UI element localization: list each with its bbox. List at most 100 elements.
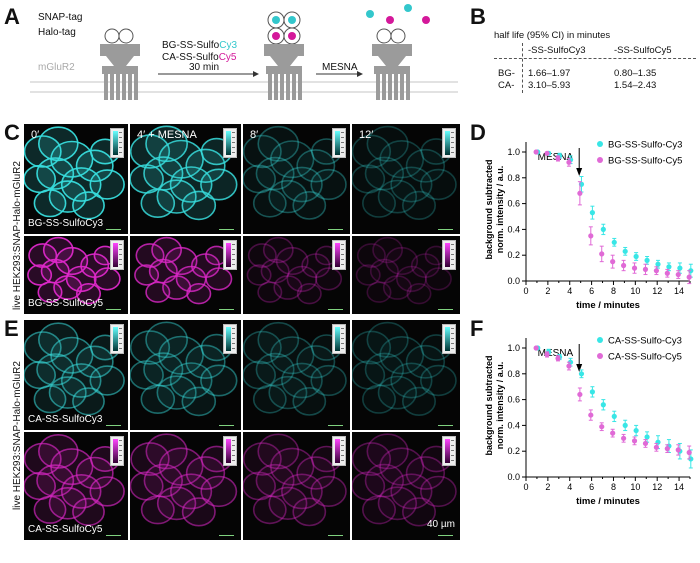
scale-bar (219, 229, 234, 230)
data-point-ca-ss-sulfo-cy5 (664, 446, 670, 452)
timepoint-label-2: 8′ (250, 129, 259, 141)
data-point-ca-ss-sulfo-cy3 (633, 427, 639, 434)
x-tick-label: 2 (545, 286, 550, 296)
reagent-bg-suffix: Cy3 (219, 40, 238, 51)
schematic-drawing (30, 4, 458, 100)
scale-bar (438, 309, 453, 310)
y-tick-label: 0.2 (507, 446, 520, 456)
x-tick-label: 0 (523, 482, 528, 492)
data-point-bg-ss-sulfo-cy5 (664, 270, 670, 276)
scale-bar (328, 229, 343, 230)
data-point-bg-ss-sulfo-cy3 (611, 239, 617, 245)
timepoint-label-3: 12′ (359, 129, 374, 141)
data-point-ca-ss-sulfo-cy3 (578, 371, 585, 377)
x-tick-label: 8 (611, 286, 616, 296)
y-tick-label: 0.6 (507, 199, 520, 209)
data-point-bg-ss-sulfo-cy3 (633, 253, 639, 260)
data-point-bg-ss-sulfo-cy5 (631, 265, 638, 271)
column-header-cy3: -SS-SulfoCy3 (528, 45, 586, 56)
table-hline (494, 58, 696, 59)
data-point-bg-ss-sulfo-cy3 (677, 265, 683, 271)
cell-ca-cy5: 1.54–2.43 (614, 80, 657, 91)
scale-bar-label: 40 µm (427, 519, 455, 530)
chart-f: 0 2 4 6 8 10 12 14 0.0 0.2 0.4 0.6 0.8 1.0 time / minu… (478, 324, 700, 512)
data-point-ca-ss-sulfo-cy3 (644, 434, 650, 440)
chart-d: 0 2 4 6 8 10 12 14 0.0 0.2 0.4 0.6 0.8 1.0 time / minu… (478, 128, 700, 316)
chart-d-svg: 0 2 4 6 8 10 12 14 0.0 0.2 0.4 0.6 0.8 1.0 time / minu… (484, 140, 694, 311)
x-tick-label: 2 (545, 482, 550, 492)
x-tick-label: 10 (630, 482, 640, 492)
x-tick-label: 4 (567, 286, 572, 296)
micrograph-e1-t2 (243, 320, 350, 430)
scale-bar (219, 309, 234, 310)
scale-bar (106, 229, 121, 230)
cell-ca-cy3: 3.10–5.93 (528, 80, 571, 91)
membrane-bilayer (30, 81, 458, 93)
y-tick-label: 0.2 (507, 250, 520, 260)
micrograph-e1-t0 (24, 320, 128, 430)
labeling-schematic: SNAP-tag Halo-tag mGluR2 BG-SS-SulfoCy3 … (0, 0, 460, 118)
y-tick-label: 0.4 (507, 420, 520, 430)
reagent-bg-prefix: BG-SS-Sulfo (162, 40, 220, 51)
y-axis-label-line1: background subtracted (484, 159, 494, 259)
data-point-ca-ss-sulfo-cy5 (621, 435, 627, 441)
legend-label: CA-SS-Sulfo-Cy3 (608, 336, 682, 347)
data-point-ca-ss-sulfo-cy5 (533, 345, 539, 351)
mesna-annotation: MESNA (538, 348, 574, 359)
row-label-e1: CA-SS-SulfoCy3 (28, 414, 103, 425)
table-title: half life (95% CI) in minutes (494, 30, 611, 41)
legend-label: BG-SS-Sulfo-Cy3 (608, 140, 682, 151)
micrograph-c1-t3 (352, 124, 460, 234)
data-point-bg-ss-sulfo-cy5 (642, 266, 649, 272)
data-point-ca-ss-sulfo-cy5 (555, 355, 561, 361)
micrograph-c1-t2 (243, 124, 350, 234)
x-tick-label: 6 (589, 286, 594, 296)
row-label-bg: BG- (498, 68, 515, 79)
table-vline (522, 43, 523, 93)
data-point-bg-ss-sulfo-cy5 (555, 155, 561, 162)
data-point-ca-ss-sulfo-cy5 (631, 438, 638, 444)
intensity-colorbar (223, 436, 237, 466)
scale-bar (438, 535, 453, 536)
data-point-ca-ss-sulfo-cy3 (600, 402, 606, 408)
x-axis-label: time / minutes (576, 300, 640, 311)
data-point-ca-ss-sulfo-cy3 (589, 389, 595, 395)
y-tick-label: 0.4 (507, 224, 520, 234)
row-label-ca: CA- (498, 80, 515, 91)
panel-label-b: B (470, 4, 486, 29)
panel-label-a: A (4, 4, 20, 29)
scale-bar (106, 535, 121, 536)
data-point-ca-ss-sulfo-cy5 (653, 444, 659, 450)
x-tick-label: 14 (674, 286, 684, 296)
receptor-cleaved (372, 28, 412, 100)
intensity-colorbar (332, 324, 346, 354)
panel-label-e: E (4, 316, 19, 341)
released-dyes (366, 4, 430, 24)
legend-label: CA-SS-Sulfo-Cy5 (608, 352, 682, 363)
snap-tag-label: SNAP-tag (38, 12, 83, 23)
legend-marker (597, 141, 603, 147)
x-tick-label: 0 (523, 286, 528, 296)
legend-marker (597, 157, 603, 163)
micrograph-e2-t0 (24, 432, 128, 540)
intensity-colorbar (442, 128, 456, 158)
data-point-ca-ss-sulfo-cy5 (544, 351, 550, 358)
timepoint-label-0: 0′ (31, 129, 40, 141)
column-header-cy5: -SS-SulfoCy5 (614, 45, 672, 56)
y-tick-label: 0.8 (507, 173, 520, 183)
timepoint-label-1: 4′ + MESNA (137, 129, 197, 141)
data-point-bg-ss-sulfo-cy5 (621, 262, 627, 269)
micrograph-c1-t1 (130, 124, 241, 234)
y-tick-label: 1.0 (507, 343, 520, 353)
scale-bar (106, 309, 121, 310)
y-tick-label: 1.0 (507, 147, 520, 157)
receptor-labeled (264, 11, 304, 100)
data-point-bg-ss-sulfo-cy3 (600, 226, 606, 232)
data-point-bg-ss-sulfo-cy5 (533, 149, 539, 155)
mesna-label: MESNA (322, 62, 358, 73)
panel-label-c: C (4, 120, 20, 145)
micrograph-e2-t3 (352, 432, 460, 540)
receptor-label: mGluR2 (38, 62, 75, 73)
data-point-bg-ss-sulfo-cy5 (599, 251, 605, 257)
intensity-colorbar (442, 436, 456, 466)
